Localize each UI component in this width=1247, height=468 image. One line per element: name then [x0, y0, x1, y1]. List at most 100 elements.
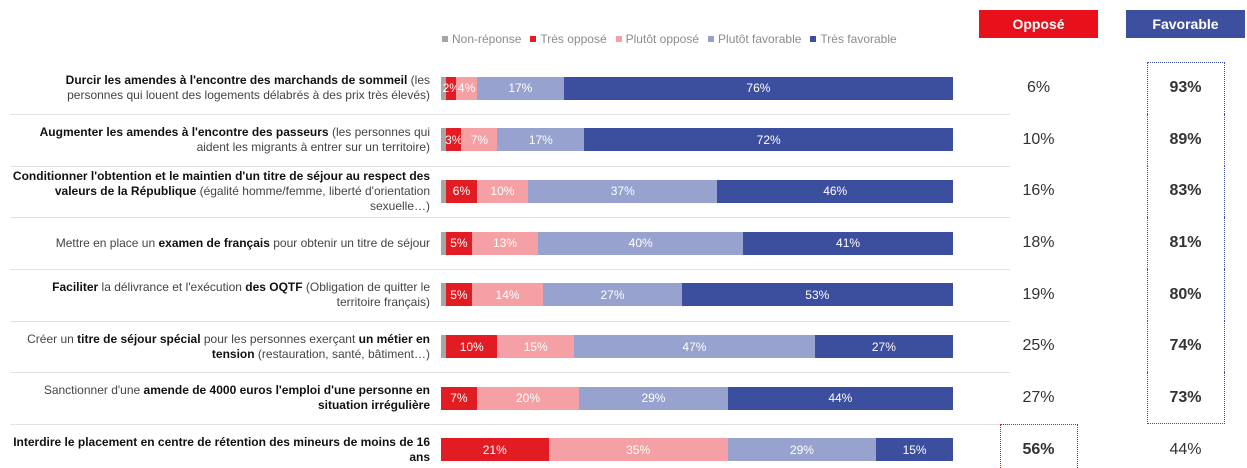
bar-segment: 44%	[727, 386, 953, 410]
bar-segment: 72%	[584, 128, 953, 152]
bar-value-label: 72%	[756, 132, 781, 147]
bar-value-label: 14%	[495, 287, 520, 302]
bar-segment: 15%	[876, 438, 953, 462]
legend-label: Non-réponse	[452, 32, 522, 46]
total-header: Favorable	[1126, 10, 1245, 38]
bar-segment: 4%	[456, 76, 477, 100]
total-value: 89%	[1146, 113, 1225, 166]
bar-segment	[441, 335, 447, 358]
bar-segment: 13%	[471, 231, 539, 255]
bar-value-label: 29%	[641, 391, 666, 406]
category-label: Sanctionner d'une amende de 4000 euros l…	[10, 376, 430, 420]
category-text: Faciliter la délivrance et l'exécution d…	[10, 280, 430, 310]
total-value: 18%	[1022, 234, 1055, 252]
legend-item: Plutôt opposé	[615, 31, 700, 47]
bar-value-label: 15%	[523, 339, 548, 354]
total-value: 44%	[1169, 440, 1202, 458]
bar-segment: 27%	[814, 335, 953, 358]
category-part: titre de séjour spécial	[77, 331, 201, 346]
bar-value-label: 10%	[459, 339, 484, 354]
bar-segment: 20%	[476, 386, 580, 410]
category-part: (restauration, santé, bâtiment…)	[254, 346, 430, 361]
bar-segment: 53%	[681, 283, 953, 307]
legend-swatch	[810, 36, 817, 42]
legend-item: Non-réponse	[442, 31, 521, 47]
bar-segment	[441, 76, 447, 100]
legend-swatch	[442, 36, 448, 42]
bar-segment: 5%	[446, 283, 472, 307]
category-part: Conditionner l'obtention et le maintien …	[12, 168, 430, 198]
bar-value-label: 46%	[823, 184, 848, 199]
bar-value-label: 53%	[805, 287, 830, 302]
category-part: (les personnes qui louent des logements …	[67, 73, 430, 102]
bar-segment: 27%	[543, 283, 682, 307]
category-text: Sanctionner d'une amende de 4000 euros l…	[10, 383, 430, 413]
category-part: Créer un	[27, 331, 78, 346]
category-text: Conditionner l'obtention et le maintien …	[10, 169, 430, 214]
total-value: 16%	[1022, 182, 1055, 200]
bar-value-label: 7%	[470, 132, 489, 147]
bar-segment: 47%	[574, 335, 815, 358]
row-separator	[10, 217, 1010, 219]
category-label: Durcir les amendes à l'encontre des marc…	[10, 66, 430, 110]
category-text: Durcir les amendes à l'encontre des marc…	[10, 73, 430, 103]
total-value: 73%	[1146, 372, 1225, 425]
row-separator	[10, 424, 1010, 426]
bar-value-label: 27%	[600, 287, 625, 302]
bar-segment: 10%	[446, 335, 498, 358]
bar-value-label: 27%	[871, 339, 896, 354]
bar-segment	[441, 179, 447, 203]
bar-segment: 5%	[446, 231, 472, 255]
legend-item: Très favorable	[810, 31, 897, 47]
category-label: Créer un titre de séjour spécial pour le…	[10, 325, 430, 369]
bar-segment: 3%	[445, 128, 463, 152]
category-part: Augmenter les amendes à l'encontre des p…	[39, 124, 329, 139]
bar-value-label: 4%	[457, 81, 476, 95]
category-part: (égalité homme/femme, liberté d'orientat…	[196, 183, 430, 213]
legend-item: Plutôt favorable	[708, 31, 801, 47]
bar-value-label: 17%	[508, 81, 533, 95]
legend-label: Plutôt opposé	[625, 32, 700, 46]
category-part: Mettre en place un	[55, 235, 159, 250]
bar-segment: 17%	[497, 128, 585, 152]
category-part: pour obtenir un titre de séjour	[269, 235, 430, 250]
bar-segment	[441, 283, 447, 307]
bar-segment: 17%	[476, 76, 564, 100]
category-label: Mettre en place un examen de français po…	[10, 221, 430, 265]
bar-segment: 35%	[548, 438, 728, 462]
bar-value-label: 41%	[836, 236, 861, 251]
category-label: Interdire le placement en centre de réte…	[10, 428, 430, 468]
bar-segment: 29%	[579, 386, 728, 410]
category-part: un métier en tension	[211, 331, 430, 361]
legend-item: Très opposé	[530, 31, 607, 47]
bar-segment	[441, 128, 447, 152]
bar-segment: 46%	[717, 179, 953, 203]
row-separator	[10, 165, 1010, 167]
bar-value-label: 17%	[528, 132, 553, 147]
row-separator	[10, 113, 1010, 115]
category-part: amende de 4000 euros l'emploi d'une pers…	[143, 383, 430, 413]
total-header: Opposé	[979, 10, 1098, 38]
legend-label: Très favorable	[820, 32, 897, 46]
bar-segment: 37%	[528, 179, 718, 203]
category-part: des OQTF	[245, 279, 303, 294]
category-part: (les personnes qui aident les migrants à…	[196, 124, 430, 154]
category-text: Mettre en place un examen de français po…	[56, 236, 430, 251]
legend-swatch	[530, 36, 537, 42]
category-text: Créer un titre de séjour spécial pour le…	[10, 332, 430, 362]
legend-swatch	[615, 36, 622, 42]
bar-segment: 29%	[727, 438, 877, 462]
total-value: 27%	[1022, 389, 1055, 407]
bar-value-label: 47%	[682, 339, 707, 354]
bar-segment: 14%	[471, 283, 544, 307]
bar-segment: 2%	[443, 76, 460, 100]
bar-segment: 10%	[476, 179, 529, 203]
bar-segment: 7%	[441, 386, 477, 410]
bar-segment: 40%	[538, 231, 744, 255]
bar-value-label: 29%	[789, 442, 814, 457]
category-part: examen de français	[158, 235, 270, 250]
bar-value-label: 3%	[445, 132, 463, 147]
category-part: la délivrance et l'exécution	[98, 279, 246, 294]
category-part: Interdire le placement en centre de réte…	[13, 434, 430, 464]
category-label: Conditionner l'obtention et le maintien …	[10, 169, 430, 213]
